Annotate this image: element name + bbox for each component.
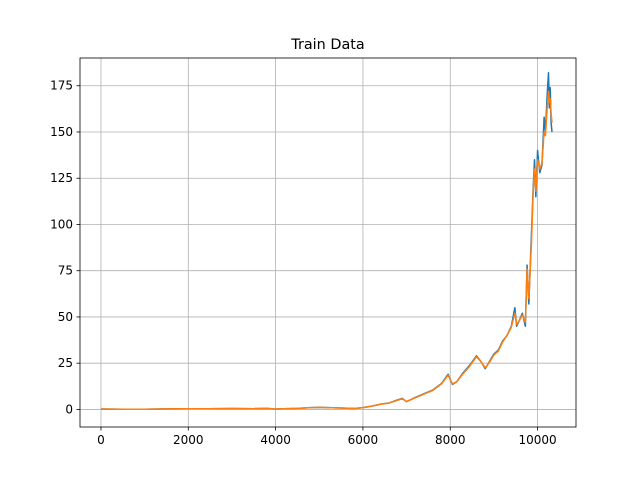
y-tick-label: 75	[58, 264, 73, 278]
x-tick-label: 8000	[435, 433, 466, 447]
series-lines	[100, 72, 553, 410]
y-tick-label: 100	[50, 217, 73, 231]
x-tick-label: 2000	[173, 433, 204, 447]
y-tick-label: 0	[65, 402, 73, 416]
x-tick-label: 4000	[260, 433, 291, 447]
y-tick-label: 150	[50, 125, 73, 139]
x-tick-label: 0	[97, 433, 105, 447]
chart-title: Train Data	[290, 37, 364, 53]
x-tick-label: 6000	[348, 433, 379, 447]
plot-frame	[79, 57, 577, 428]
y-tick-label: 50	[58, 310, 73, 324]
y-tick-label: 175	[50, 79, 73, 93]
y-axis: 0 25 50 75 100 125 150 175	[50, 79, 80, 416]
grid	[80, 58, 576, 427]
y-tick-label: 25	[58, 356, 73, 370]
y-tick-label: 125	[50, 171, 73, 185]
x-tick-label: 10000	[518, 433, 556, 447]
series-line-2	[100, 90, 553, 410]
x-axis: 0 2000 4000 6000 8000 10000	[97, 427, 557, 447]
